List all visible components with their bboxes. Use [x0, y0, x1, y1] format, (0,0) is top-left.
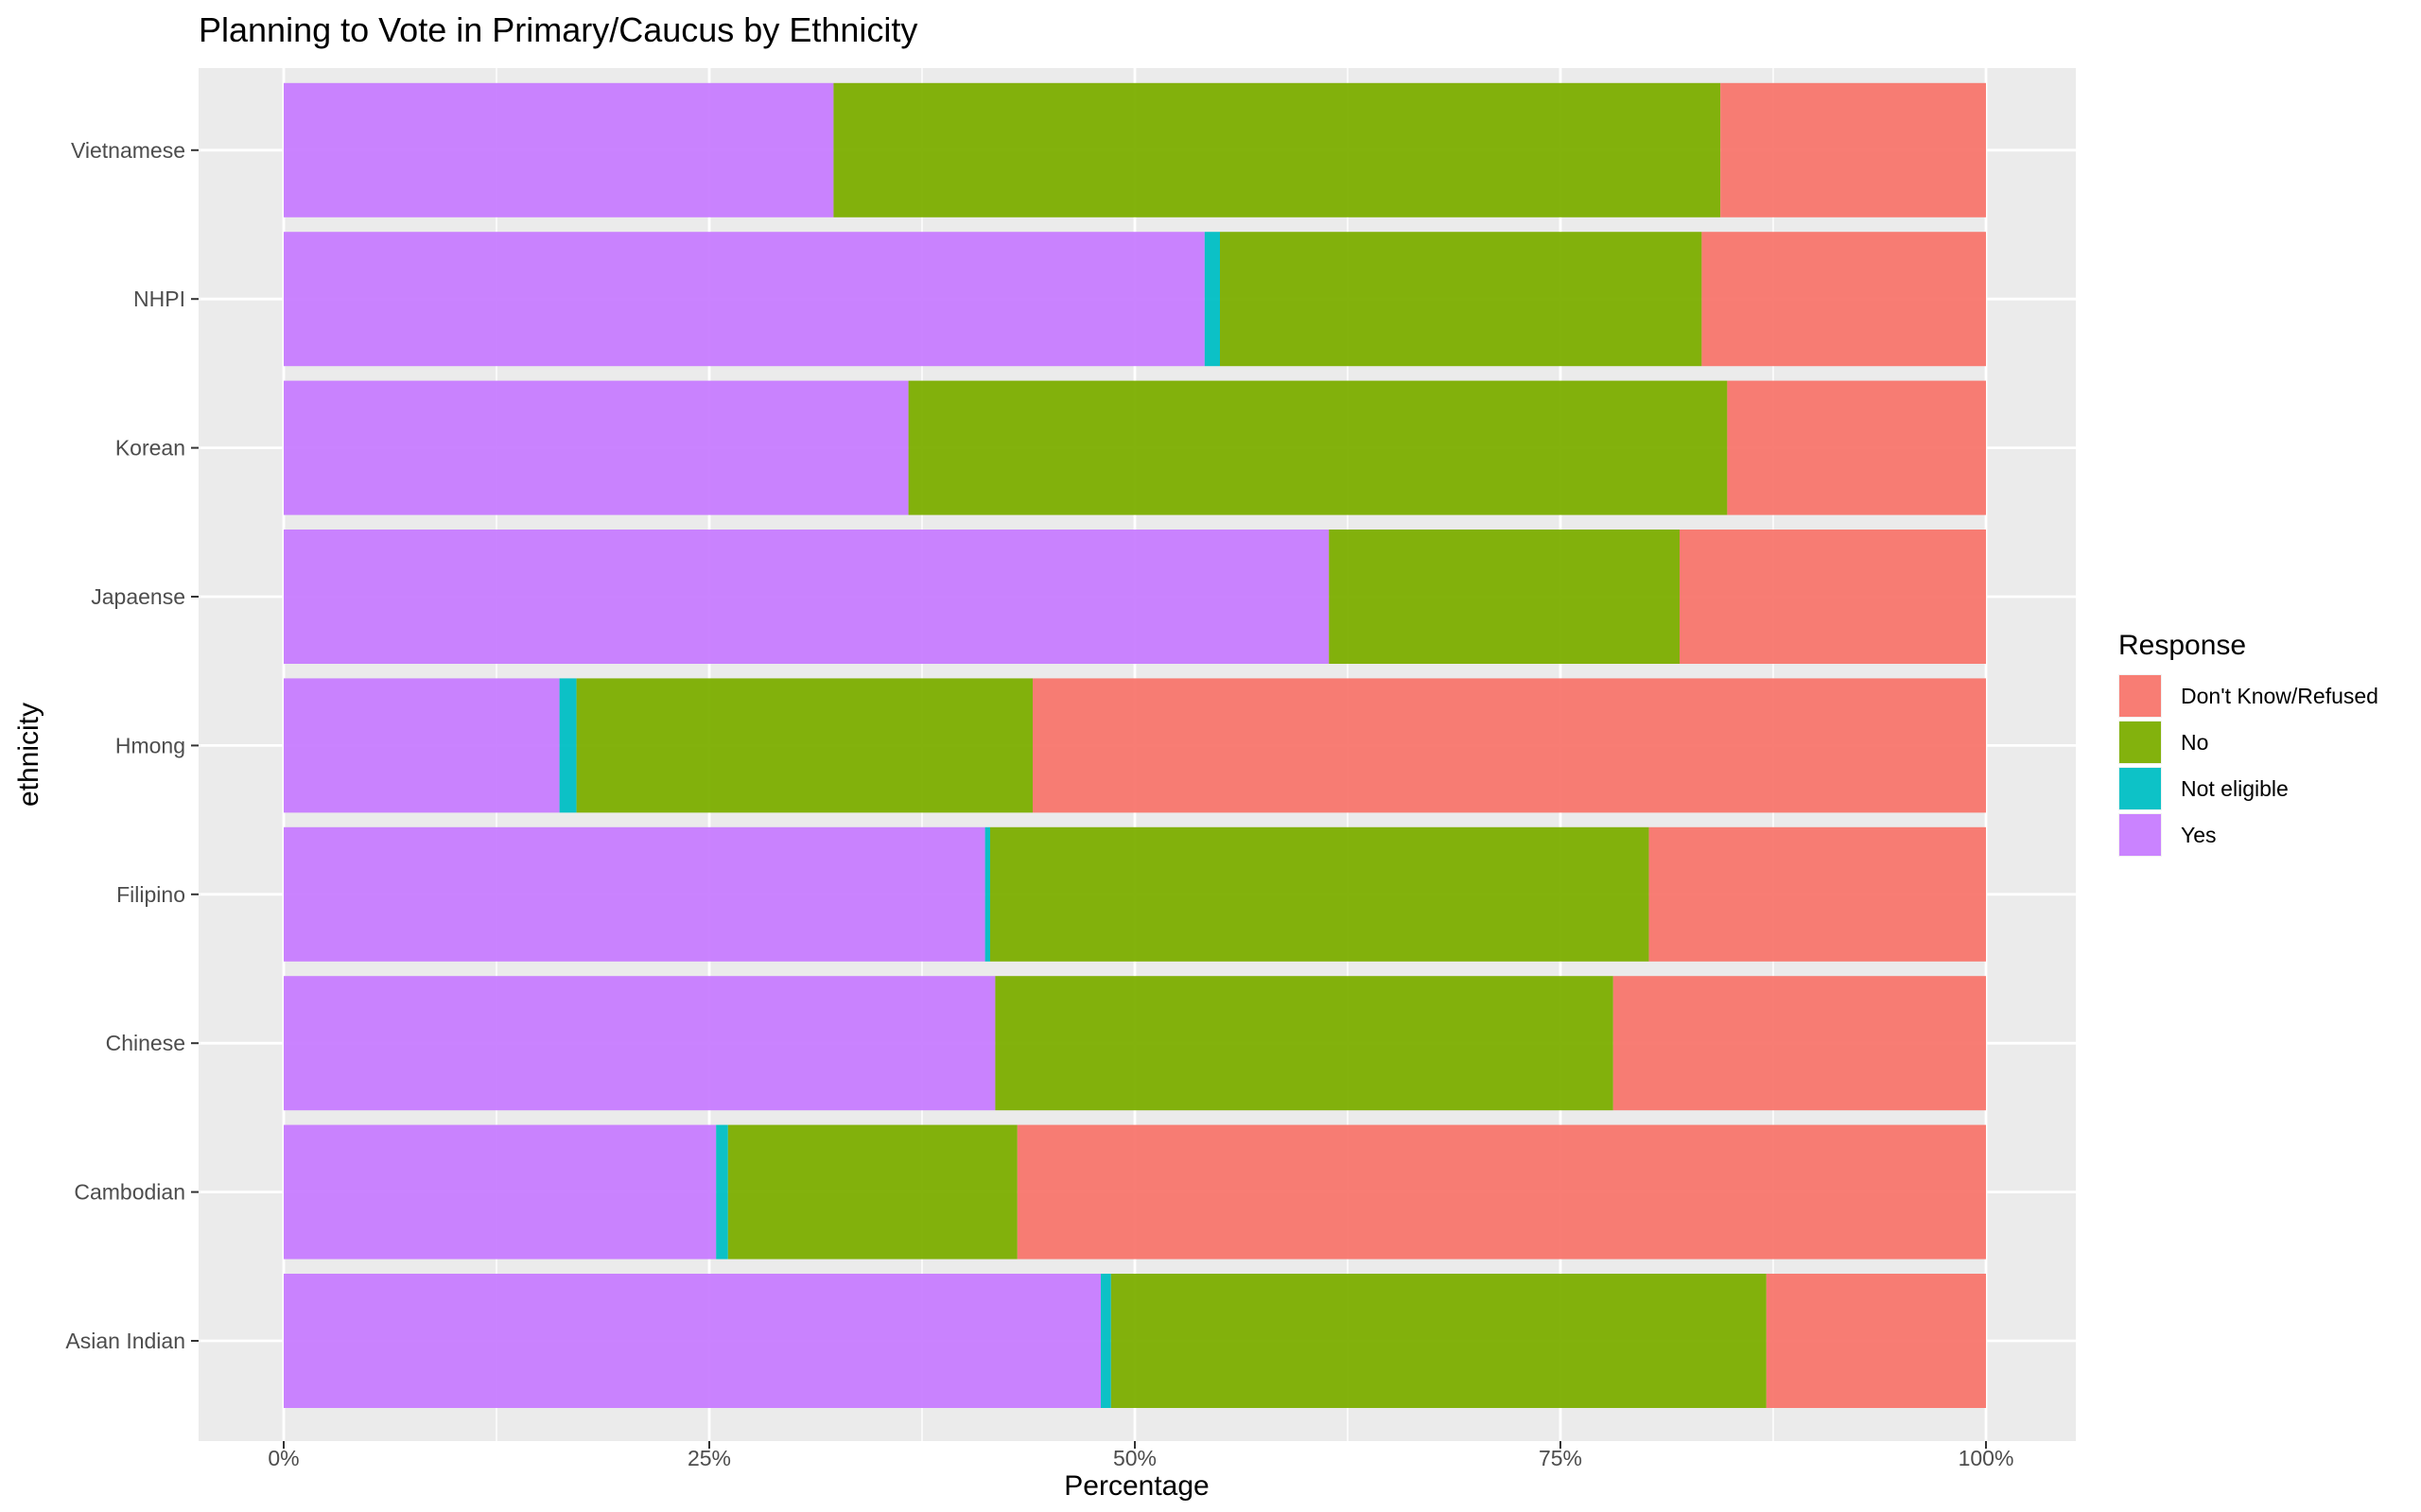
y-tick-label: Vietnamese [71, 138, 185, 163]
bar-segment [284, 1274, 1101, 1408]
y-axis-title: ethnicity [13, 703, 44, 807]
y-tick-label: Chinese [106, 1031, 185, 1055]
bar-segment [727, 1124, 1018, 1260]
y-tick-label: Korean [115, 436, 185, 461]
legend-key [2119, 721, 2161, 763]
x-axis-title: Percentage [1064, 1470, 1209, 1502]
x-tick-label: 0% [268, 1446, 299, 1470]
y-tick-label: NHPI [133, 287, 185, 311]
bar-segment [1017, 1124, 1986, 1260]
bar-segment [284, 976, 996, 1111]
bar-segment [1648, 826, 1986, 962]
bar-segment [559, 678, 577, 813]
bar-segment [576, 678, 1033, 813]
bar-segment [1680, 530, 1986, 664]
x-tick-label: 25% [688, 1446, 731, 1470]
chart-title: Planning to Vote in Primary/Caucus by Et… [199, 10, 917, 49]
bar-segment [1220, 232, 1702, 367]
bar-segment [1766, 1274, 1986, 1408]
y-tick-label: Japaense [91, 584, 185, 609]
x-tick-label: 100% [1959, 1446, 2014, 1470]
bar-segment [1701, 232, 1986, 367]
bar-segment [995, 976, 1613, 1111]
bar-segment [284, 1124, 717, 1260]
legend: Response Don't Know/Refused No Not eligibl… [2118, 630, 2378, 857]
y-axis: Asian Indian Cambodian Chinese Filipino Hmon… [65, 138, 199, 1353]
bar-segment [990, 826, 1649, 962]
bar-segment [1720, 82, 1986, 217]
bar-segment [284, 530, 1330, 664]
legend-label: No [2181, 730, 2208, 755]
legend-key [2119, 768, 2161, 809]
bars [284, 82, 1986, 1408]
bar-segment [284, 678, 560, 813]
y-tick-label: Filipino [116, 882, 185, 907]
legend-key [2119, 814, 2161, 856]
y-tick-label: Hmong [115, 733, 185, 757]
bar-segment [1110, 1274, 1767, 1408]
legend-label: Not eligible [2181, 776, 2289, 801]
bar-segment [1612, 976, 1986, 1111]
bar-segment [1101, 1274, 1111, 1408]
bar-segment [833, 82, 1721, 217]
bar-segment [284, 82, 834, 217]
bar-segment [1204, 232, 1220, 367]
bar-segment [1033, 678, 1986, 813]
legend-key [2119, 675, 2161, 717]
bar-segment [284, 380, 909, 515]
bar-segment [908, 380, 1728, 515]
bar-segment [716, 1124, 728, 1260]
legend-label: Yes [2181, 823, 2217, 847]
bar-segment [984, 826, 990, 962]
x-tick-label: 50% [1113, 1446, 1157, 1470]
x-axis: 0% 25% 50% 75% 100% [268, 1441, 2013, 1470]
y-tick-label: Cambodian [74, 1180, 185, 1205]
bar-segment [1329, 530, 1680, 664]
y-tick-label: Asian Indian [65, 1329, 185, 1353]
bar-segment [284, 826, 985, 962]
x-tick-label: 75% [1539, 1446, 1582, 1470]
bar-segment [284, 232, 1205, 367]
legend-title: Response [2118, 630, 2246, 661]
bar-segment [1727, 380, 1986, 515]
legend-label: Don't Know/Refused [2181, 684, 2378, 708]
